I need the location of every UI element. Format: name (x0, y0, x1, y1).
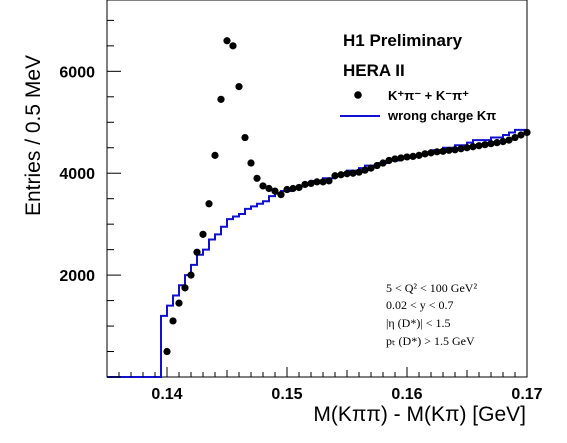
data-point (445, 146, 453, 154)
data-point (319, 178, 327, 186)
data-point (337, 171, 345, 179)
experiment-label: H1 Preliminary (343, 31, 463, 50)
data-point (391, 155, 399, 163)
data-point (487, 140, 495, 148)
right-charge-series (163, 37, 531, 356)
data-point (259, 182, 267, 190)
data-point (211, 151, 219, 159)
data-point (403, 153, 411, 161)
data-point (433, 148, 441, 156)
x-axis-title: M(Kππ) - M(Kπ) [GeV] (313, 403, 526, 426)
data-point (265, 184, 273, 193)
data-point (457, 145, 465, 153)
data-point (481, 141, 489, 149)
data-point (169, 317, 177, 325)
data-point (493, 139, 501, 147)
data-point (301, 180, 309, 189)
data-point (253, 174, 261, 182)
data-point (325, 177, 333, 185)
legend-marker-points (354, 91, 362, 99)
data-point (295, 183, 303, 192)
data-point (385, 156, 393, 165)
y-tick-label: 2000 (59, 268, 95, 285)
data-point (379, 159, 387, 167)
data-point (181, 284, 189, 292)
x-tick-label: 0.17 (511, 386, 542, 403)
data-point (355, 168, 363, 176)
data-point (499, 138, 507, 146)
data-point (427, 149, 435, 157)
data-point (451, 146, 459, 154)
data-point (511, 133, 519, 142)
data-point (415, 151, 423, 159)
x-tick-label: 0.15 (271, 386, 302, 403)
y-tick-label: 6000 (59, 64, 95, 81)
data-point (229, 42, 237, 50)
data-point (349, 169, 357, 177)
data-point (289, 184, 297, 193)
data-point (505, 136, 513, 144)
legend-label-points: K⁺π⁻ + K⁻π⁺ (388, 88, 469, 103)
data-point (187, 271, 195, 279)
data-point (271, 187, 279, 195)
y-axis-title: Entries / 0.5 MeV (22, 55, 45, 216)
data-point (361, 166, 369, 174)
data-point (421, 150, 429, 158)
cut-eta: |η (D*)| < 1.5 (386, 316, 451, 330)
data-point (409, 152, 417, 161)
x-tick-label: 0.16 (391, 386, 422, 403)
data-point (469, 143, 477, 151)
data-point (307, 179, 315, 188)
data-point (397, 154, 405, 162)
data-point (175, 299, 183, 307)
data-point (343, 170, 351, 178)
plot-frame (106, 0, 528, 378)
data-point (163, 347, 171, 356)
data-point (463, 144, 471, 152)
data-point (439, 147, 447, 155)
data-point (199, 230, 207, 238)
cut-y: 0.02 < y < 0.7 (386, 298, 454, 312)
data-point (313, 178, 321, 186)
legend-label-wrong-charge: wrong charge Kπ (387, 108, 496, 123)
data-point (367, 164, 375, 172)
y-tick-label: 4000 (59, 166, 95, 183)
data-point (373, 161, 381, 170)
accelerator-label: HERA II (343, 61, 405, 80)
data-point (277, 191, 285, 199)
data-point (475, 142, 483, 150)
cut-pt: pₜ (D*) > 1.5 GeV (386, 334, 475, 348)
data-point (523, 128, 531, 137)
data-point (241, 133, 249, 142)
data-point (235, 83, 243, 91)
axis-ticks (106, 19, 528, 378)
data-point (205, 200, 213, 208)
data-point (283, 185, 291, 194)
data-point (217, 95, 225, 103)
data-point (331, 172, 339, 180)
x-tick-label: 0.14 (151, 386, 182, 403)
axis-tick-labels: 0.14 0.15 0.16 0.17 2000 4000 6000 (59, 64, 542, 403)
data-point (223, 37, 231, 45)
data-point (517, 131, 525, 139)
data-point (193, 248, 201, 256)
data-point (247, 159, 255, 167)
cut-q2: 5 < Q² < 100 GeV² (386, 281, 477, 295)
